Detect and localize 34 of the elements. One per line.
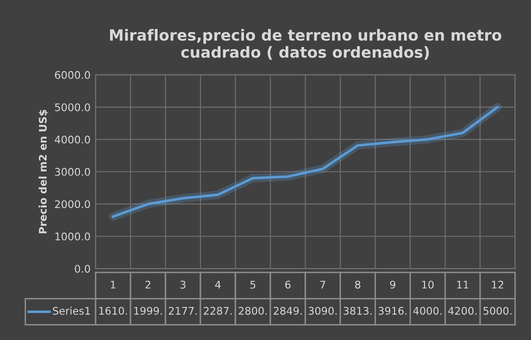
data-label: 3813. xyxy=(344,306,372,315)
x-tick-label: 3 xyxy=(180,280,186,289)
y-tick-label: 6000.0 xyxy=(55,71,90,79)
y-tick-label: 5000.0 xyxy=(55,103,90,112)
x-tick-label: 9 xyxy=(390,280,396,289)
data-label: 2177. xyxy=(168,306,197,315)
data-label: 5000. xyxy=(483,306,512,315)
chart-title: Miraflores,precio de terreno urbano en metro cuadrado ( datos ordenados) xyxy=(110,28,502,60)
data-label: 2800. xyxy=(238,306,267,315)
data-label: 3916. xyxy=(378,306,407,315)
data-label: 1999. xyxy=(134,306,162,315)
x-tick-label: 8 xyxy=(355,280,360,289)
x-tick-label: 4 xyxy=(215,280,221,288)
x-tick-label: 1 xyxy=(110,280,116,288)
data-label: 2287. xyxy=(204,306,232,315)
x-tick-label: 10 xyxy=(422,280,434,289)
x-tick-label: 12 xyxy=(492,280,504,288)
data-label: 4200. xyxy=(448,306,476,315)
data-label: 4000. xyxy=(413,306,442,315)
y-tick-label: 1000.0 xyxy=(55,232,90,240)
data-label: 2849. xyxy=(274,306,302,315)
y-axis-title: Precio del m2 en US$ xyxy=(38,110,48,234)
x-tick-label: 2 xyxy=(145,280,150,288)
y-tick-label: 4000.0 xyxy=(54,136,90,144)
data-label: 3090. xyxy=(308,306,337,315)
x-tick-label: 6 xyxy=(285,280,291,289)
x-tick-label: 5 xyxy=(250,280,256,289)
y-tick-label: 3000.0 xyxy=(55,168,90,176)
x-tick-label: 7 xyxy=(320,280,326,288)
x-tick-label: 11 xyxy=(457,280,468,288)
legend-label: Series1 xyxy=(52,306,90,315)
y-tick-label: 2000.0 xyxy=(55,200,90,208)
data-label: 1610. xyxy=(99,306,127,315)
y-tick-label: 0.0 xyxy=(74,264,90,273)
